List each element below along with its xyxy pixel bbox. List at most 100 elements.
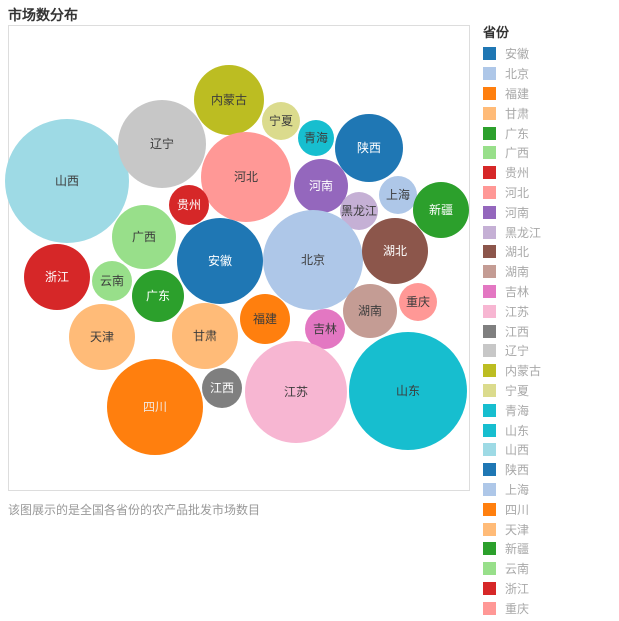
legend-item[interactable]: 内蒙古 bbox=[483, 361, 615, 381]
legend-swatch-icon bbox=[483, 265, 496, 279]
province-bubble-label: 湖南 bbox=[357, 304, 382, 318]
province-bubble[interactable]: 湖北 bbox=[362, 218, 428, 284]
legend-item[interactable]: 上海 bbox=[483, 480, 615, 500]
legend-item[interactable]: 湖北 bbox=[483, 242, 615, 262]
province-bubble[interactable]: 福建 bbox=[240, 294, 290, 344]
legend-item-label: 黑龙江 bbox=[505, 225, 542, 240]
legend-item[interactable]: 宁夏 bbox=[483, 381, 615, 401]
legend-swatch-icon bbox=[483, 47, 496, 61]
legend-swatch-icon bbox=[483, 482, 496, 496]
legend-swatch-icon bbox=[483, 126, 496, 140]
province-bubble[interactable]: 内蒙古 bbox=[194, 65, 264, 135]
legend-item[interactable]: 甘肃 bbox=[483, 103, 615, 123]
legend-item[interactable]: 青海 bbox=[483, 400, 615, 420]
legend-item-label: 北京 bbox=[505, 67, 530, 82]
legend-swatch-icon bbox=[483, 205, 496, 219]
legend-item[interactable]: 贵州 bbox=[483, 163, 615, 183]
legend-item[interactable]: 山东 bbox=[483, 420, 615, 440]
province-bubble[interactable]: 江西 bbox=[202, 368, 242, 408]
province-bubble-label: 青海 bbox=[303, 131, 328, 145]
province-bubble-label: 山西 bbox=[54, 174, 79, 188]
legend-swatch-icon bbox=[483, 245, 496, 259]
province-bubble-label: 黑龙江 bbox=[340, 204, 377, 218]
legend-swatch-icon bbox=[483, 443, 496, 457]
province-bubble[interactable]: 河南 bbox=[294, 159, 348, 213]
legend-item[interactable]: 河南 bbox=[483, 202, 615, 222]
legend-item[interactable]: 黑龙江 bbox=[483, 222, 615, 242]
legend-item[interactable]: 天津 bbox=[483, 519, 615, 539]
legend-item[interactable]: 陕西 bbox=[483, 460, 615, 480]
province-bubble[interactable]: 青海 bbox=[298, 120, 334, 156]
legend-item[interactable]: 浙江 bbox=[483, 579, 615, 599]
legend-item[interactable]: 河北 bbox=[483, 183, 615, 203]
province-bubble[interactable]: 广东 bbox=[132, 270, 184, 322]
province-bubble-label: 天津 bbox=[89, 330, 114, 344]
legend-item-label: 广东 bbox=[505, 126, 530, 141]
province-bubble-label: 内蒙古 bbox=[210, 93, 247, 107]
legend-item-label: 天津 bbox=[505, 522, 530, 537]
province-bubble[interactable]: 河北 bbox=[201, 132, 291, 222]
province-bubble-label: 辽宁 bbox=[149, 137, 174, 151]
legend-item-label: 上海 bbox=[505, 482, 530, 497]
province-bubble-label: 陕西 bbox=[356, 141, 381, 155]
legend-item[interactable]: 云南 bbox=[483, 559, 615, 579]
legend-item-label: 河北 bbox=[505, 185, 530, 200]
province-bubble-label: 云南 bbox=[99, 274, 124, 288]
legend-item-label: 山东 bbox=[505, 423, 530, 438]
legend-item[interactable]: 江苏 bbox=[483, 301, 615, 321]
legend-swatch-icon bbox=[483, 463, 496, 477]
legend-item[interactable]: 吉林 bbox=[483, 282, 615, 302]
province-bubble[interactable]: 山东 bbox=[349, 332, 467, 450]
province-bubble[interactable]: 甘肃 bbox=[172, 303, 238, 369]
province-bubble[interactable]: 贵州 bbox=[169, 185, 209, 225]
legend-swatch-icon bbox=[483, 67, 496, 81]
province-bubble[interactable]: 辽宁 bbox=[118, 100, 206, 188]
legend-item-label: 江苏 bbox=[505, 304, 530, 319]
province-bubble[interactable]: 宁夏 bbox=[262, 102, 300, 140]
province-bubble[interactable]: 四川 bbox=[107, 359, 203, 455]
legend-item-label: 河南 bbox=[505, 205, 530, 220]
province-bubble[interactable]: 北京 bbox=[263, 210, 363, 310]
province-bubble[interactable]: 重庆 bbox=[399, 283, 437, 321]
legend-item[interactable]: 重庆 bbox=[483, 598, 615, 618]
province-bubble[interactable]: 湖南 bbox=[343, 284, 397, 338]
province-bubble[interactable]: 山西 bbox=[5, 119, 129, 243]
legend-item[interactable]: 湖南 bbox=[483, 262, 615, 282]
legend-item[interactable]: 广西 bbox=[483, 143, 615, 163]
province-bubble[interactable]: 安徽 bbox=[177, 218, 263, 304]
province-bubble[interactable]: 浙江 bbox=[24, 244, 90, 310]
legend-item-label: 青海 bbox=[505, 403, 530, 418]
legend-item-label: 湖北 bbox=[505, 245, 530, 260]
legend-swatch-icon bbox=[483, 106, 496, 120]
province-bubble-label: 吉林 bbox=[312, 322, 337, 336]
legend-swatch-icon bbox=[483, 166, 496, 180]
province-bubble-label: 重庆 bbox=[405, 295, 430, 309]
legend-item[interactable]: 广东 bbox=[483, 123, 615, 143]
province-bubble[interactable]: 新疆 bbox=[413, 182, 469, 238]
legend-item[interactable]: 四川 bbox=[483, 499, 615, 519]
legend-item[interactable]: 江西 bbox=[483, 321, 615, 341]
legend-item[interactable]: 安徽 bbox=[483, 44, 615, 64]
province-bubble[interactable]: 上海 bbox=[379, 176, 417, 214]
province-bubble-label: 江西 bbox=[209, 381, 234, 395]
province-bubble[interactable]: 云南 bbox=[92, 261, 132, 301]
legend-item-label: 浙江 bbox=[505, 581, 530, 596]
legend-item[interactable]: 新疆 bbox=[483, 539, 615, 559]
legend-item[interactable]: 山西 bbox=[483, 440, 615, 460]
province-bubble[interactable]: 广西 bbox=[112, 205, 176, 269]
page-title: 市场数分布 bbox=[8, 7, 78, 23]
province-bubble[interactable]: 吉林 bbox=[305, 309, 345, 349]
legend-items: 安徽 北京 福建 甘肃 广东 广西 贵州 河北 河南 黑龙江 湖北 bbox=[483, 44, 615, 618]
legend-swatch-icon bbox=[483, 304, 496, 318]
province-bubble-label: 北京 bbox=[300, 253, 325, 267]
legend-item[interactable]: 福建 bbox=[483, 84, 615, 104]
province-bubble[interactable]: 江苏 bbox=[245, 341, 347, 443]
province-bubble[interactable]: 天津 bbox=[69, 304, 135, 370]
legend-swatch-icon bbox=[483, 581, 496, 595]
legend-item[interactable]: 北京 bbox=[483, 64, 615, 84]
province-bubble-label: 上海 bbox=[385, 188, 410, 202]
legend-item[interactable]: 辽宁 bbox=[483, 341, 615, 361]
province-bubble[interactable]: 陕西 bbox=[335, 114, 403, 182]
legend: 省份 安徽 北京 福建 甘肃 广东 广西 贵州 河北 河南 黑龙江 bbox=[483, 22, 615, 618]
legend-swatch-icon bbox=[483, 86, 496, 100]
